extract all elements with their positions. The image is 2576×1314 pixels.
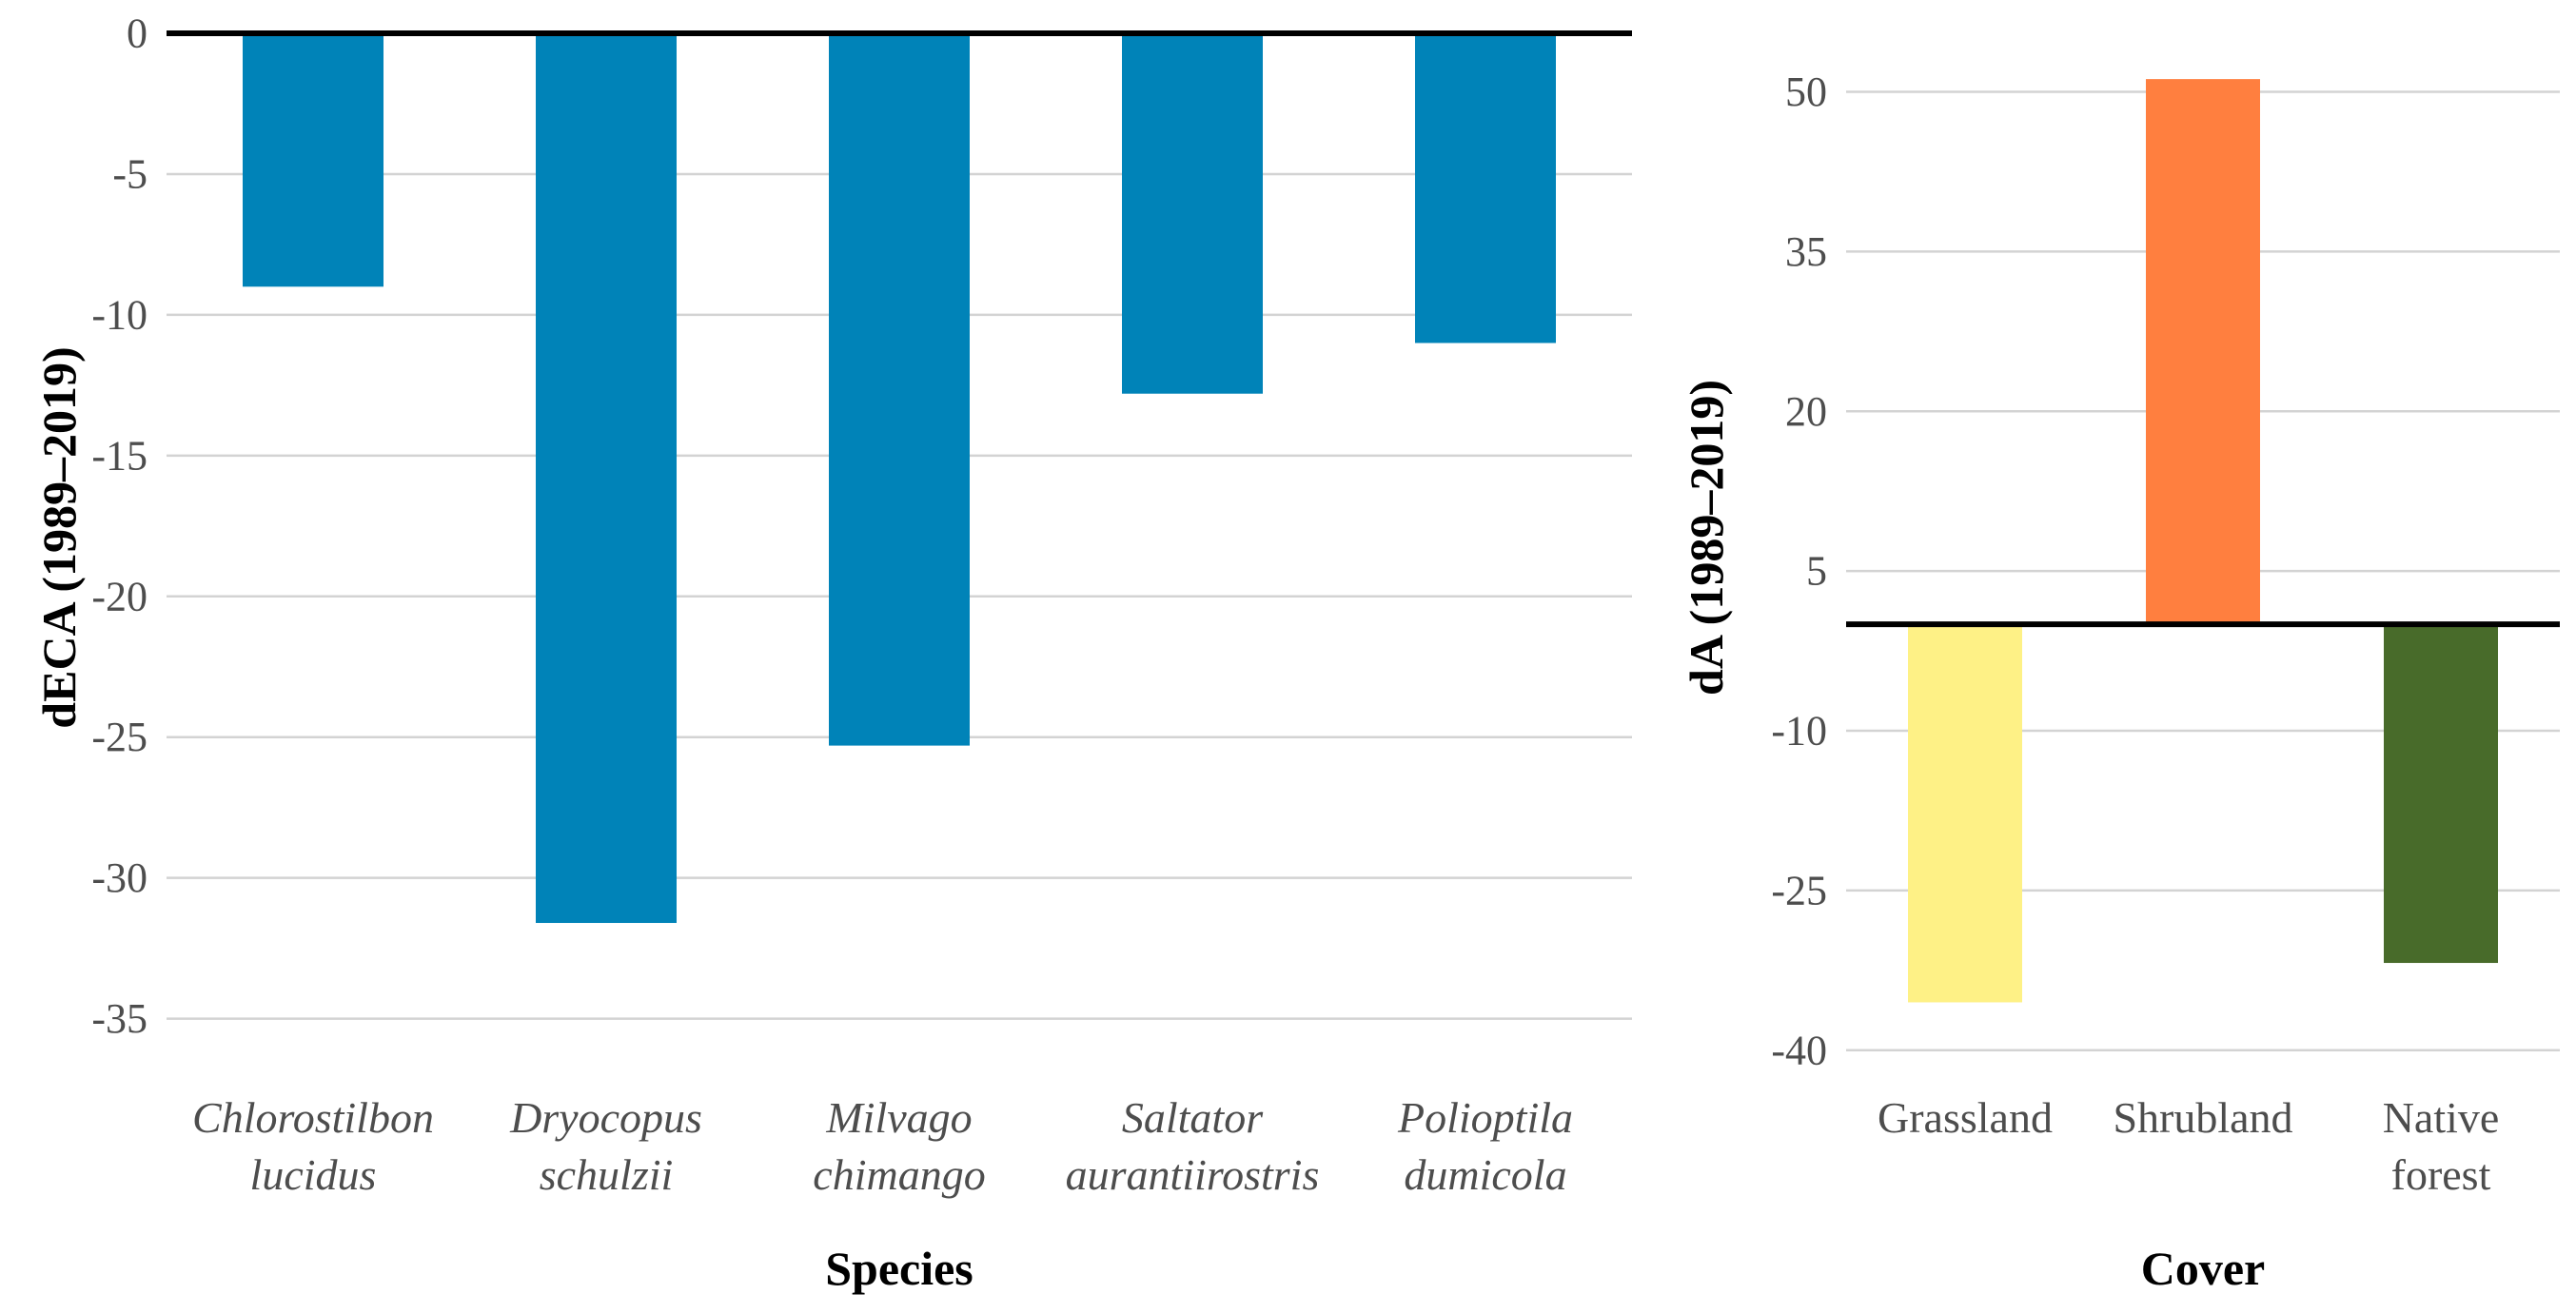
species-y-tick-label: -15	[91, 432, 147, 479]
species-x-tick-label: Saltator	[1122, 1093, 1264, 1142]
species-bar	[243, 33, 383, 287]
cover-y-tick-label: 20	[1785, 388, 1827, 435]
species-y-tick-label: -30	[91, 854, 147, 901]
species-x-tick-label: Polioptila	[1397, 1093, 1573, 1142]
cover-y-tick-label: -40	[1771, 1027, 1827, 1073]
species-y-tick-label: -5	[112, 150, 147, 197]
species-x-tick-label: aurantiirostris	[1066, 1150, 1320, 1199]
cover-y-tick-label: -10	[1771, 708, 1827, 755]
species-bar	[829, 33, 970, 746]
cover-x-tick-label: Shrubland	[2113, 1093, 2292, 1142]
species-x-tick-label: Dryocopus	[509, 1093, 702, 1142]
species-y-tick-label: -20	[91, 573, 147, 619]
cover-bar	[2384, 624, 2498, 964]
cover-bar	[2146, 79, 2260, 625]
cover-x-axis-title: Cover	[2141, 1242, 2266, 1295]
species-x-tick-label: Milvago	[825, 1093, 972, 1142]
species-x-axis-title: Species	[825, 1242, 973, 1295]
species-x-tick-label: chimango	[813, 1150, 985, 1199]
species-bar	[1415, 33, 1556, 343]
cover-y-axis-title: dA (1989–2019)	[1680, 380, 1733, 696]
species-y-tick-label: -35	[91, 995, 147, 1042]
cover-y-tick-label: 50	[1785, 69, 1827, 115]
species-bar	[1122, 33, 1263, 394]
species-dECA-chart: 0 -5 -10 -15 -20 -25 -30 -35 Chlorostilbon lucidu…	[32, 10, 1632, 1295]
species-y-tick-label: -10	[91, 291, 147, 338]
species-bar	[536, 33, 677, 924]
cover-y-tick-label: -25	[1771, 867, 1827, 913]
cover-x-tick-label: Native	[2383, 1093, 2500, 1142]
species-x-tick-label: schulzii	[540, 1150, 674, 1199]
cover-bar	[1908, 624, 2022, 1003]
species-x-tick-label: dumicola	[1404, 1150, 1566, 1199]
cover-dA-chart: 50 35 20 5 -10 -25 -40 Grassland Shrubland Native…	[1680, 69, 2560, 1295]
cover-y-tick-label: 5	[1806, 548, 1827, 595]
cover-x-tick-label: forest	[2391, 1150, 2491, 1199]
cover-y-tick-label: 35	[1785, 228, 1827, 275]
species-y-tick-label: -25	[91, 714, 147, 760]
cover-x-tick-label: Grassland	[1878, 1093, 2053, 1142]
species-x-tick-label: Chlorostilbon	[192, 1093, 434, 1142]
species-y-axis-title: dECA (1989–2019)	[32, 346, 86, 728]
species-y-tick-label: 0	[127, 10, 147, 57]
species-x-tick-label: lucidus	[250, 1150, 377, 1199]
